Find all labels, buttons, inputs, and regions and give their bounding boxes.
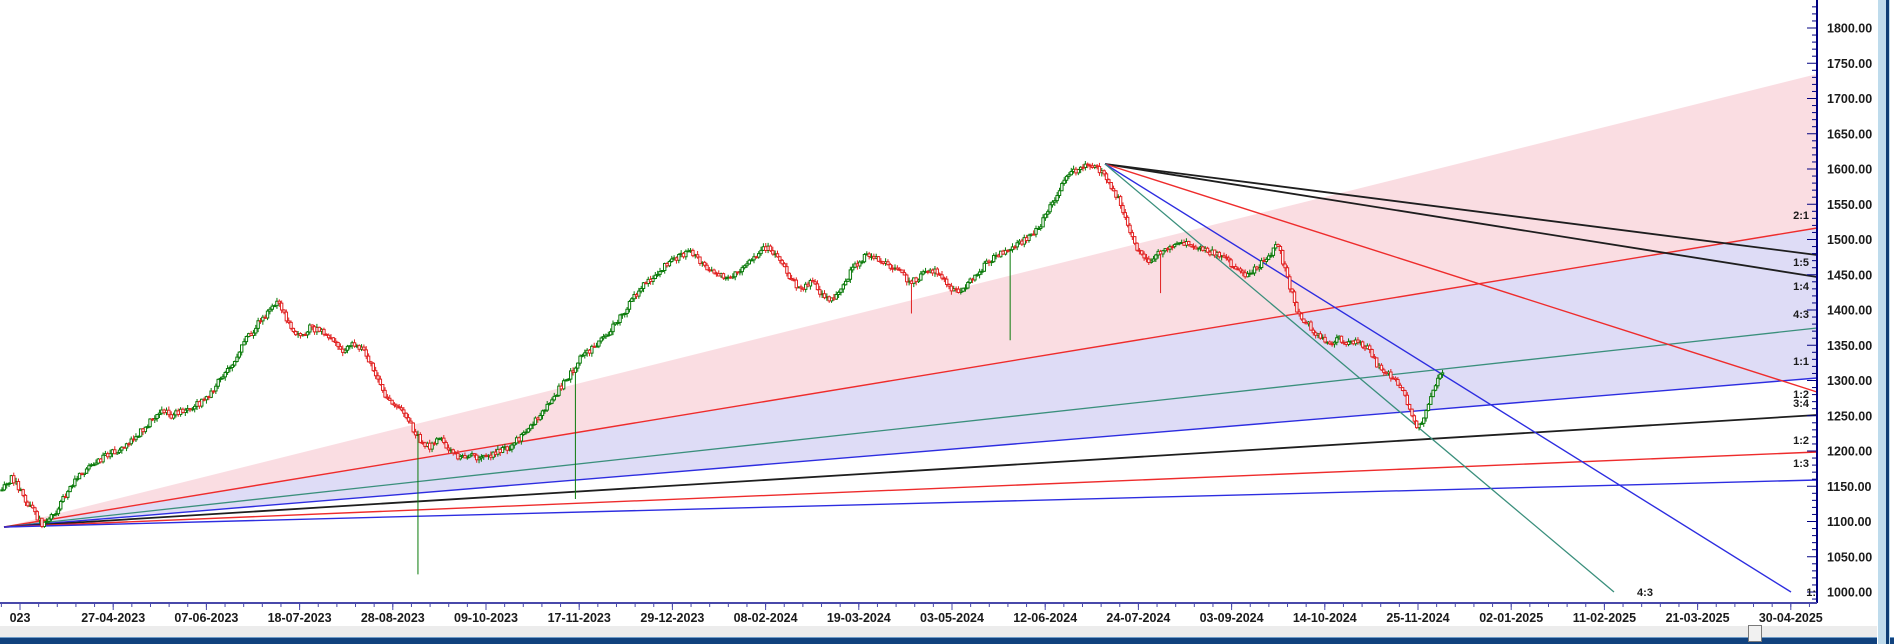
y-axis-tick-label: 1100.00 [1827,515,1872,529]
ascending-fan-label-1:2: 1:2 [1793,435,1809,447]
y-axis-tick-label: 1250.00 [1827,409,1872,423]
y-axis-tick-label: 1450.00 [1827,268,1872,282]
descending-fan-line-1:4[interactable] [1104,163,1818,278]
window-right-border [1886,0,1889,644]
x-axis-tick-label: 25-11-2024 [1386,611,1449,625]
y-axis-tick-label: 1800.00 [1827,22,1872,36]
down-candle-bodies [12,163,1419,528]
y-axis-tick-label: 1400.00 [1827,304,1872,318]
ascending-fan-line-2:1[interactable] [3,227,1818,528]
ascending-fan[interactable] [3,227,1818,528]
x-axis-tick-label: 18-07-2023 [268,611,332,625]
y-axis-tick-label: 1150.00 [1827,480,1872,494]
ascending-fan-line-1:1[interactable] [3,377,1818,528]
x-axis-tick-label: 03-05-2024 [920,611,984,625]
window-bottom-border [0,637,1894,644]
descending-fan-label-1:1: 1: [1806,587,1816,599]
x-axis-tick-label: 27-04-2023 [81,611,145,625]
x-axis-tick-label: 03-09-2024 [1200,611,1264,625]
x-axis-tick-label: 19-03-2024 [827,611,891,625]
y-axis-tick-label: 1300.00 [1827,374,1872,388]
x-axis-tick-label: 21-03-2025 [1666,611,1730,625]
horizontal-scrollbar-track[interactable] [0,626,1877,637]
y-axis[interactable]: 1800.00 1750.00 1700.00 1650.00 1600.00 1550.… [1807,0,1872,603]
gann-fill-wedges [4,74,1817,527]
y-axis-tick-label: 1600.00 [1827,163,1872,177]
horizontal-scrollbar-thumb[interactable] [1748,625,1762,642]
descending-fan-line-4:3[interactable] [1104,163,1615,593]
ascending-fan-line-3:4[interactable] [3,414,1818,528]
ascending-fan-line-1:3[interactable] [3,479,1818,528]
x-axis-tick-label: 30-04-2025 [1759,611,1823,625]
y-axis-tick-label: 1500.00 [1827,233,1872,247]
ascending-fan-label-1:3: 1:3 [1793,458,1809,470]
y-axis-tick-label: 1650.00 [1827,127,1872,141]
y-axis-tick-label: 1700.00 [1827,92,1872,106]
y-axis-tick-label: 1350.00 [1827,339,1872,353]
y-axis-tick-label: 1000.00 [1827,586,1872,600]
x-axis-tick-label: 023 [10,611,31,625]
descending-fan-line-1:5[interactable] [1104,163,1818,256]
descending-fan-label-1:5: 1:5 [1793,257,1809,269]
y-axis-tick-label: 1200.00 [1827,445,1872,459]
ascending-fan-label-1:1: 1:1 [1793,356,1809,368]
x-axis-tick-label: 24-07-2024 [1106,611,1170,625]
ascending-fan-label-4:3: 4:3 [1793,309,1809,321]
x-axis-tick-label: 11-02-2025 [1573,611,1636,625]
x-axis-tick-label: 14-10-2024 [1293,611,1357,625]
gann-ratio-labels: 2:14:31:13:41:21:31:51:41:21:4:3 [1637,210,1816,599]
ascending-fan-line-4:3[interactable] [3,327,1818,528]
descending-fan-line-1:1[interactable] [1104,163,1792,593]
pink-wedge [4,74,1817,527]
y-axis-tick-label: 1550.00 [1827,198,1872,212]
x-axis[interactable]: 023 27-04-2023 07-06-2023 18-07-2023 28-08-2… [0,602,1823,625]
x-axis-tick-label: 28-08-2023 [361,611,425,625]
y-axis-tick-label: 1750.00 [1827,57,1872,71]
x-axis-tick-label: 07-06-2023 [174,611,238,625]
vertical-scrollbar-strip[interactable] [1877,0,1890,644]
x-axis-tick-label: 12-06-2024 [1013,611,1077,625]
ascending-fan-line-1:2[interactable] [3,451,1818,528]
y-axis-tick-label: 1050.00 [1827,550,1872,564]
x-axis-tick-label: 02-01-2025 [1479,611,1543,625]
descending-fan-label-1:4: 1:4 [1793,281,1810,293]
x-axis-tick-label: 29-12-2023 [640,611,704,625]
ascending-fan-label-3:4: 3:4 [1793,398,1810,410]
descending-fan[interactable] [1104,163,1818,593]
descending-fan-label-1:2: 1:2 [1793,389,1809,401]
descending-fan-label-4:3: 4:3 [1637,587,1653,599]
descending-fan-line-1:2[interactable] [1104,163,1818,393]
candlestick-series [0,161,1445,575]
x-axis-tick-label: 08-02-2024 [734,611,798,625]
x-axis-tick-label: 09-10-2023 [454,611,518,625]
x-axis-tick-label: 17-11-2023 [548,611,611,625]
ascending-fan-label-2:1: 2:1 [1793,210,1809,222]
